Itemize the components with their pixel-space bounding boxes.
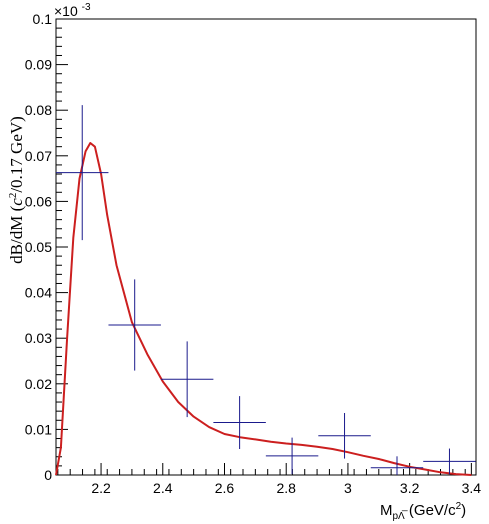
x-tick-label: 3 xyxy=(344,480,352,496)
y-exponent-base: ×10 xyxy=(54,3,78,19)
tick-layer: 2.2 2.4 2.6 2.8 3 3.2 3.4 0 0.01 0.02 0.03 0.04 0.05… xyxy=(25,11,482,496)
data-point xyxy=(213,396,266,450)
y-exponent-label: ×10 -3 xyxy=(54,2,91,19)
x-tick-label: 2.6 xyxy=(215,480,235,496)
y-tick-label: 0.05 xyxy=(25,239,52,255)
y-axis-title-sup: 2 xyxy=(7,193,19,199)
data-point xyxy=(108,279,161,371)
y-exponent-sup: -3 xyxy=(82,2,91,13)
x-axis-title: MpΛ̅ (GeV/c2) xyxy=(380,501,466,522)
y-axis-title: dB/dM (c2/0.17 GeV) xyxy=(7,116,26,264)
data-point xyxy=(265,437,319,475)
x-tick-label: 2.8 xyxy=(276,480,296,496)
data-point xyxy=(423,448,476,475)
plot-frame xyxy=(55,18,477,476)
data-point xyxy=(318,412,371,459)
y-tick-label: 0.02 xyxy=(25,376,52,392)
data-point xyxy=(56,105,109,241)
x-tick-label: 3.4 xyxy=(462,480,482,496)
x-axis-title-rest: (GeV/c xyxy=(405,502,456,519)
y-tick-label: 0.08 xyxy=(25,102,52,118)
y-tick-label: 0.09 xyxy=(25,57,52,73)
data-point xyxy=(160,341,214,418)
x-axis-title-sup: 2 xyxy=(456,501,462,512)
y-axis-title-rest: /0.17 GeV) xyxy=(7,116,26,192)
data-point xyxy=(370,456,424,475)
y-tick-label: 0.04 xyxy=(25,285,52,301)
fit-curve xyxy=(55,142,472,476)
y-tick-label: 0.06 xyxy=(25,193,52,209)
y-axis-title-c: c xyxy=(7,198,26,206)
y-axis-title-main: dB/dM ( xyxy=(7,205,26,263)
x-tick-label: 2.2 xyxy=(91,480,111,496)
data-points-layer xyxy=(56,105,476,475)
x-tick-label: 3.2 xyxy=(400,480,420,496)
x-axis-title-sub: pΛ̅ xyxy=(393,510,408,522)
y-tick-label: 0.03 xyxy=(25,330,52,346)
x-axis-title-main: M xyxy=(380,502,393,519)
y-tick-label: 0.01 xyxy=(25,421,52,437)
y-tick-label: 0.1 xyxy=(33,11,53,27)
y-tick-label: 0.07 xyxy=(25,148,52,164)
x-axis-title-close: ) xyxy=(461,502,466,519)
curve-layer xyxy=(55,142,472,476)
y-tick-label: 0 xyxy=(44,467,52,483)
x-tick-label: 2.4 xyxy=(153,480,173,496)
